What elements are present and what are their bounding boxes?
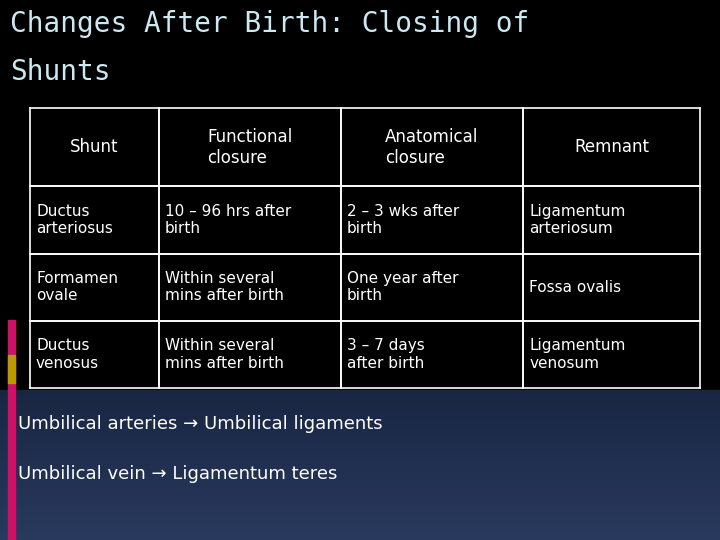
- Bar: [341, 108, 523, 186]
- Text: Shunt: Shunt: [70, 138, 119, 156]
- Bar: [0, 397, 720, 401]
- Bar: [0, 395, 720, 399]
- Bar: [0, 442, 720, 446]
- Text: Umbilical arteries → Umbilical ligaments: Umbilical arteries → Umbilical ligaments: [18, 415, 382, 433]
- Bar: [0, 0, 720, 390]
- Bar: [0, 417, 720, 421]
- Bar: [0, 405, 720, 408]
- Bar: [0, 488, 720, 491]
- Text: Within several
mins after birth: Within several mins after birth: [165, 338, 284, 370]
- Text: Ductus
venosus: Ductus venosus: [36, 338, 99, 370]
- Bar: [523, 254, 700, 321]
- Bar: [341, 254, 523, 321]
- Bar: [8, 320, 15, 540]
- Bar: [0, 433, 720, 436]
- Bar: [0, 497, 720, 501]
- Bar: [0, 468, 720, 471]
- Bar: [0, 490, 720, 494]
- Text: Ligamentum
arteriosum: Ligamentum arteriosum: [529, 204, 626, 236]
- Bar: [0, 413, 720, 416]
- Text: Remnant: Remnant: [574, 138, 649, 156]
- Bar: [0, 440, 720, 443]
- Bar: [0, 448, 720, 451]
- Bar: [0, 480, 720, 483]
- Bar: [0, 508, 720, 511]
- Bar: [0, 475, 720, 478]
- Bar: [523, 186, 700, 254]
- Bar: [30, 254, 158, 321]
- Text: Fossa ovalis: Fossa ovalis: [529, 280, 621, 295]
- Bar: [0, 483, 720, 486]
- Bar: [8, 355, 15, 383]
- Bar: [0, 495, 720, 498]
- Bar: [0, 400, 720, 403]
- Bar: [0, 425, 720, 429]
- Bar: [0, 462, 720, 466]
- Bar: [0, 515, 720, 518]
- Bar: [0, 402, 720, 406]
- Bar: [0, 453, 720, 456]
- Bar: [158, 186, 341, 254]
- Bar: [30, 186, 158, 254]
- Bar: [341, 321, 523, 388]
- Bar: [158, 108, 341, 186]
- Text: Anatomical
closure: Anatomical closure: [385, 128, 479, 167]
- Bar: [30, 108, 158, 186]
- Bar: [0, 457, 720, 461]
- Bar: [0, 470, 720, 474]
- Bar: [0, 420, 720, 423]
- Bar: [0, 460, 720, 463]
- Bar: [30, 321, 158, 388]
- Text: 2 – 3 wks after
birth: 2 – 3 wks after birth: [347, 204, 459, 236]
- Bar: [0, 472, 720, 476]
- Bar: [0, 512, 720, 516]
- Bar: [0, 450, 720, 454]
- Bar: [0, 500, 720, 503]
- Bar: [0, 535, 720, 538]
- Text: One year after
birth: One year after birth: [347, 271, 459, 303]
- Text: Formamen
ovale: Formamen ovale: [36, 271, 118, 303]
- Bar: [158, 254, 341, 321]
- Bar: [0, 510, 720, 514]
- Text: Functional
closure: Functional closure: [207, 128, 292, 167]
- Text: Shunts: Shunts: [10, 58, 110, 86]
- Bar: [0, 492, 720, 496]
- Bar: [0, 532, 720, 536]
- Bar: [0, 410, 720, 414]
- Bar: [0, 530, 720, 534]
- Bar: [0, 428, 720, 431]
- Bar: [0, 520, 720, 523]
- Bar: [523, 108, 700, 186]
- Text: Ductus
arteriosus: Ductus arteriosus: [36, 204, 113, 236]
- Text: Ligamentum
venosum: Ligamentum venosum: [529, 338, 626, 370]
- Bar: [0, 485, 720, 489]
- Bar: [0, 437, 720, 441]
- Bar: [0, 422, 720, 426]
- Bar: [0, 408, 720, 411]
- Bar: [0, 503, 720, 506]
- Bar: [0, 465, 720, 469]
- Bar: [0, 435, 720, 438]
- Bar: [0, 528, 720, 531]
- Bar: [523, 321, 700, 388]
- Bar: [0, 517, 720, 521]
- Bar: [158, 321, 341, 388]
- Bar: [341, 186, 523, 254]
- Bar: [0, 390, 720, 394]
- Text: 3 – 7 days
after birth: 3 – 7 days after birth: [347, 338, 425, 370]
- Text: Changes After Birth: Closing of: Changes After Birth: Closing of: [10, 10, 529, 38]
- Bar: [0, 455, 720, 458]
- Bar: [0, 505, 720, 509]
- Bar: [0, 477, 720, 481]
- Bar: [0, 415, 720, 418]
- Text: Umbilical vein → Ligamentum teres: Umbilical vein → Ligamentum teres: [18, 465, 338, 483]
- Bar: [0, 525, 720, 529]
- Bar: [0, 537, 720, 540]
- Bar: [0, 430, 720, 434]
- Text: 10 – 96 hrs after
birth: 10 – 96 hrs after birth: [165, 204, 291, 236]
- Text: Within several
mins after birth: Within several mins after birth: [165, 271, 284, 303]
- Bar: [0, 445, 720, 449]
- Bar: [0, 393, 720, 396]
- Bar: [0, 523, 720, 526]
